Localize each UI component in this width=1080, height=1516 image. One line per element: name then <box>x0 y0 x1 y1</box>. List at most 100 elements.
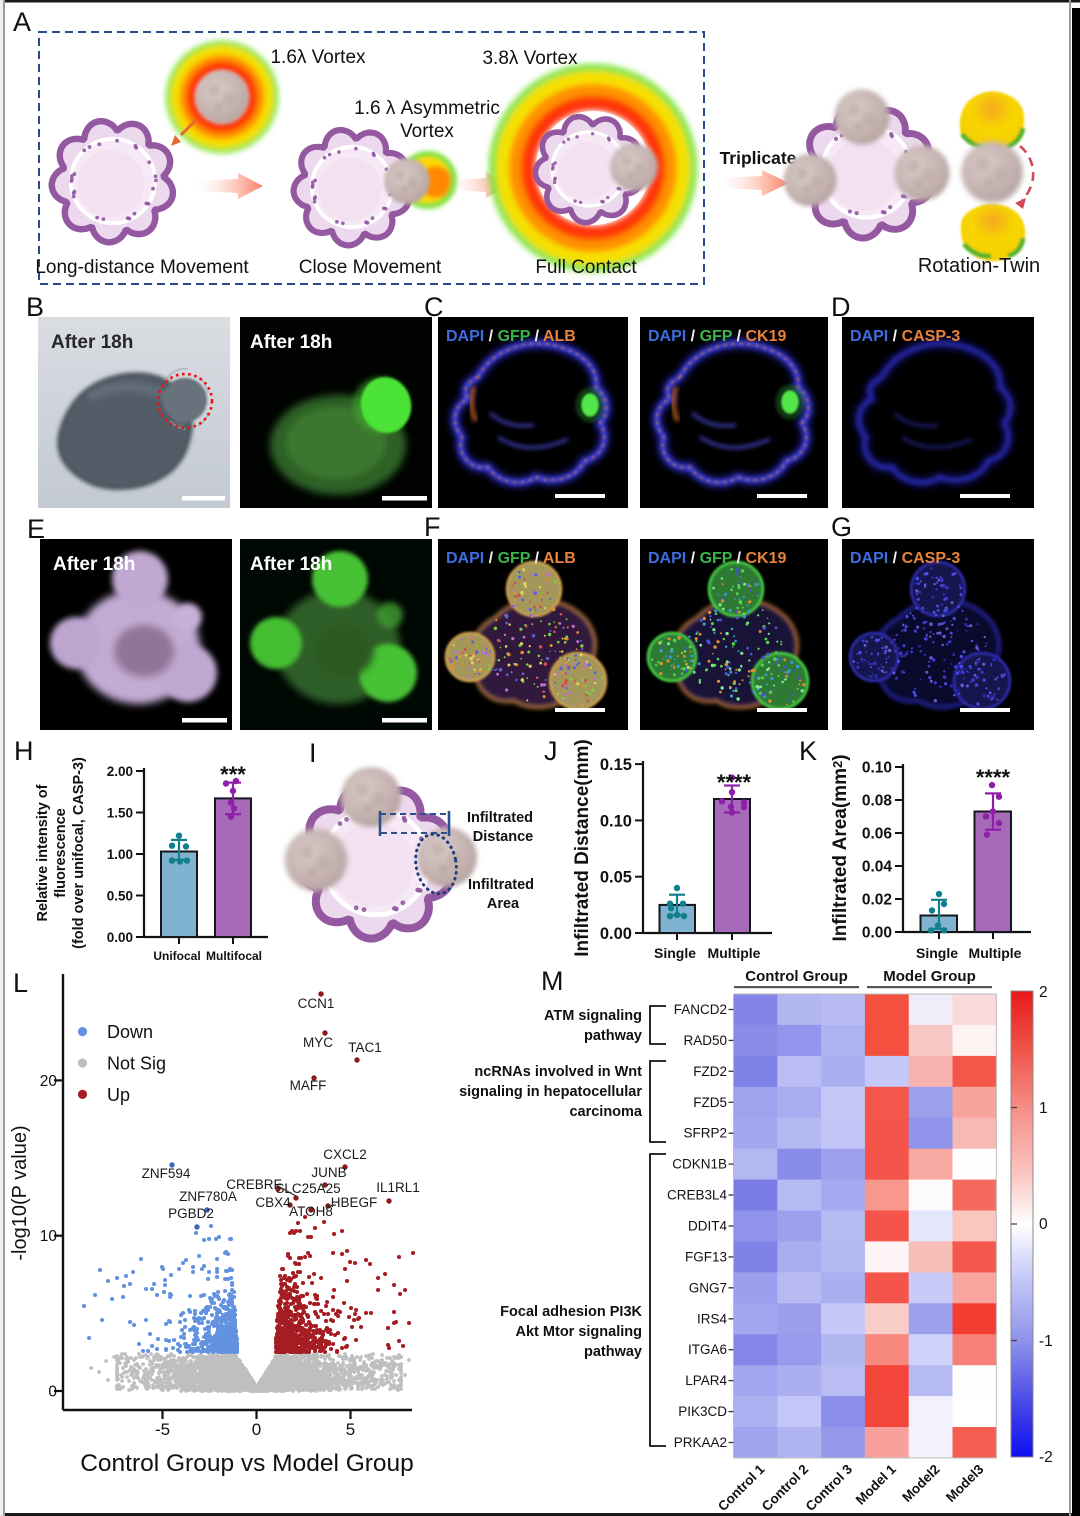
svg-text:Down: Down <box>107 1022 153 1042</box>
svg-text:****: **** <box>976 765 1011 790</box>
svg-text:Infiltrated: Infiltrated <box>468 877 534 893</box>
svg-text:IRS4: IRS4 <box>697 1311 728 1326</box>
svg-text:10: 10 <box>40 1228 58 1245</box>
svg-text:After 18h: After 18h <box>250 554 332 575</box>
svg-text:Relative intensity of: Relative intensity of <box>35 784 51 921</box>
svg-text:After 18h: After 18h <box>53 554 135 575</box>
svg-text:PGBD2: PGBD2 <box>168 1206 214 1221</box>
svg-text:0.00: 0.00 <box>107 930 133 945</box>
svg-text:Area: Area <box>487 896 520 912</box>
svg-text:ITGA6: ITGA6 <box>688 1342 727 1357</box>
svg-text:2: 2 <box>1039 984 1048 1001</box>
svg-text:DDIT4: DDIT4 <box>688 1218 727 1233</box>
svg-text:Vortex: Vortex <box>400 121 454 142</box>
svg-text:Infiltrated Area(mm2): Infiltrated Area(mm2) <box>830 754 851 941</box>
svg-text:Single: Single <box>654 945 696 961</box>
svg-text:GNG7: GNG7 <box>689 1280 727 1295</box>
svg-text:ZNF780A: ZNF780A <box>179 1189 237 1204</box>
svg-text:ATM signaling: ATM signaling <box>544 1008 642 1024</box>
svg-text:Control Group: Control Group <box>745 968 847 985</box>
svg-text:G: G <box>831 512 852 542</box>
svg-text:J: J <box>544 736 558 766</box>
svg-text:Focal adhesion PI3K: Focal adhesion PI3K <box>500 1304 642 1320</box>
svg-text:0.08: 0.08 <box>862 793 893 810</box>
svg-text:Not Sig: Not Sig <box>107 1054 166 1074</box>
svg-text:CDKN1B: CDKN1B <box>672 1157 727 1172</box>
svg-text:Multiple: Multiple <box>969 945 1022 961</box>
svg-text:Unifocal: Unifocal <box>153 949 200 963</box>
svg-text:PIK3CD: PIK3CD <box>678 1404 727 1419</box>
svg-text:DAPI / CASP-3: DAPI / CASP-3 <box>850 328 960 345</box>
svg-text:20: 20 <box>40 1073 58 1090</box>
svg-text:I: I <box>309 738 317 768</box>
svg-text:ncRNAs involved in Wnt: ncRNAs involved in Wnt <box>474 1064 642 1080</box>
svg-text:2.00: 2.00 <box>107 764 133 779</box>
svg-text:Close Movement: Close Movement <box>299 257 442 278</box>
svg-text:0: 0 <box>48 1384 57 1401</box>
svg-text:DAPI / GFP / CK19: DAPI / GFP / CK19 <box>648 328 787 345</box>
svg-text:FZD2: FZD2 <box>693 1064 727 1079</box>
svg-text:HBEGF: HBEGF <box>331 1195 378 1210</box>
svg-text:1.00: 1.00 <box>107 847 133 862</box>
svg-text:FZD5: FZD5 <box>693 1095 727 1110</box>
svg-text:1.6 λ Asymmetric: 1.6 λ Asymmetric <box>354 98 500 119</box>
svg-text:E: E <box>27 514 45 544</box>
svg-text:Rotation-Twin: Rotation-Twin <box>918 255 1040 277</box>
svg-text:RAD50: RAD50 <box>683 1033 727 1048</box>
svg-text:K: K <box>799 736 817 766</box>
svg-text:CREBRF: CREBRF <box>226 1177 282 1192</box>
svg-text:After 18h: After 18h <box>250 332 332 353</box>
svg-text:0.05: 0.05 <box>600 869 632 887</box>
svg-text:1.50: 1.50 <box>107 806 133 821</box>
svg-text:0: 0 <box>1039 1216 1048 1233</box>
svg-text:carcinoma: carcinoma <box>569 1104 642 1120</box>
svg-text:Long-distance Movement: Long-distance Movement <box>35 257 249 278</box>
svg-text:pathway: pathway <box>584 1028 642 1044</box>
svg-text:MAFF: MAFF <box>290 1078 327 1093</box>
svg-text:pathway: pathway <box>584 1344 642 1360</box>
svg-text:signaling in hepatocellular: signaling in hepatocellular <box>459 1084 642 1100</box>
svg-text:JUNB: JUNB <box>311 1165 346 1180</box>
svg-text:0.02: 0.02 <box>862 892 892 909</box>
svg-text:3.8λ Vortex: 3.8λ Vortex <box>482 48 578 69</box>
svg-text:-1: -1 <box>1039 1333 1053 1350</box>
svg-text:1.6λ Vortex: 1.6λ Vortex <box>270 47 366 68</box>
svg-text:LPAR4: LPAR4 <box>685 1373 727 1388</box>
svg-text:Up: Up <box>107 1085 130 1105</box>
svg-text:5: 5 <box>346 1420 355 1439</box>
svg-text:Full Contact: Full Contact <box>535 257 637 278</box>
svg-text:Multiple: Multiple <box>708 945 761 961</box>
svg-text:A: A <box>13 7 31 37</box>
svg-text:-5: -5 <box>155 1420 170 1439</box>
svg-text:****: **** <box>717 770 752 795</box>
svg-text:Triplicate: Triplicate <box>720 148 797 168</box>
svg-text:0.15: 0.15 <box>600 756 632 774</box>
svg-text:fluorescence: fluorescence <box>53 808 69 897</box>
svg-text:SFRP2: SFRP2 <box>683 1126 727 1141</box>
svg-text:1: 1 <box>1039 1100 1048 1117</box>
svg-text:CBX4: CBX4 <box>255 1195 291 1210</box>
svg-text:MYC: MYC <box>303 1035 333 1050</box>
svg-text:CREB3L4: CREB3L4 <box>667 1188 728 1203</box>
svg-text:DAPI / GFP / CK19: DAPI / GFP / CK19 <box>648 550 787 567</box>
svg-text:CXCL2: CXCL2 <box>323 1147 367 1162</box>
svg-text:ZNF594: ZNF594 <box>142 1166 191 1181</box>
svg-text:CCN1: CCN1 <box>298 996 335 1011</box>
svg-text:Multifocal: Multifocal <box>206 949 262 963</box>
svg-text:B: B <box>26 292 44 322</box>
svg-text:DAPI / CASP-3: DAPI / CASP-3 <box>850 550 960 567</box>
svg-text:F: F <box>424 512 441 542</box>
svg-text:TAC1: TAC1 <box>348 1040 382 1055</box>
svg-text:0.06: 0.06 <box>862 826 893 843</box>
svg-text:M: M <box>541 966 564 996</box>
svg-text:PRKAA2: PRKAA2 <box>674 1435 727 1450</box>
svg-text:Infiltrated: Infiltrated <box>467 810 533 826</box>
svg-text:FGF13: FGF13 <box>685 1249 727 1264</box>
svg-text:L: L <box>13 968 28 998</box>
svg-text:H: H <box>14 736 34 766</box>
svg-text:0: 0 <box>252 1420 261 1439</box>
svg-text:C: C <box>424 292 444 322</box>
svg-text:FANCD2: FANCD2 <box>674 1002 727 1017</box>
svg-text:Control Group vs Model Group: Control Group vs Model Group <box>80 1450 414 1477</box>
svg-text:-2: -2 <box>1039 1449 1053 1466</box>
